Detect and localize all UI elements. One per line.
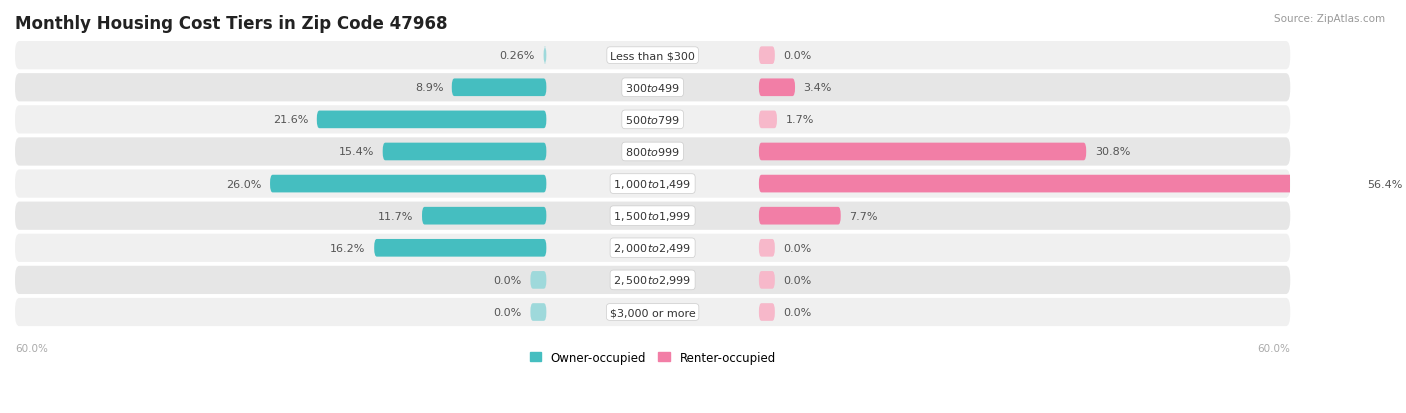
Text: 3.4%: 3.4% xyxy=(803,83,832,93)
Text: 1.7%: 1.7% xyxy=(786,115,814,125)
Text: 16.2%: 16.2% xyxy=(330,243,366,253)
FancyBboxPatch shape xyxy=(15,234,1291,262)
Text: 11.7%: 11.7% xyxy=(378,211,413,221)
FancyBboxPatch shape xyxy=(15,170,1291,198)
Text: 21.6%: 21.6% xyxy=(273,115,308,125)
Text: 7.7%: 7.7% xyxy=(849,211,877,221)
FancyBboxPatch shape xyxy=(15,266,1291,294)
FancyBboxPatch shape xyxy=(382,143,547,161)
Text: 8.9%: 8.9% xyxy=(415,83,443,93)
FancyBboxPatch shape xyxy=(759,79,794,97)
FancyBboxPatch shape xyxy=(316,111,547,129)
Text: 0.0%: 0.0% xyxy=(494,275,522,285)
FancyBboxPatch shape xyxy=(544,47,547,65)
FancyBboxPatch shape xyxy=(15,74,1291,102)
Text: $500 to $799: $500 to $799 xyxy=(626,114,681,126)
Text: $800 to $999: $800 to $999 xyxy=(626,146,681,158)
Legend: Owner-occupied, Renter-occupied: Owner-occupied, Renter-occupied xyxy=(524,346,780,368)
FancyBboxPatch shape xyxy=(759,271,775,289)
Text: 60.0%: 60.0% xyxy=(15,343,48,353)
FancyBboxPatch shape xyxy=(759,304,775,321)
Text: Monthly Housing Cost Tiers in Zip Code 47968: Monthly Housing Cost Tiers in Zip Code 4… xyxy=(15,15,447,33)
FancyBboxPatch shape xyxy=(530,271,547,289)
Text: 0.0%: 0.0% xyxy=(494,307,522,317)
FancyBboxPatch shape xyxy=(15,298,1291,326)
FancyBboxPatch shape xyxy=(451,79,547,97)
FancyBboxPatch shape xyxy=(374,240,547,257)
Text: $1,000 to $1,499: $1,000 to $1,499 xyxy=(613,178,692,191)
Text: $1,500 to $1,999: $1,500 to $1,999 xyxy=(613,210,692,223)
Text: $300 to $499: $300 to $499 xyxy=(626,82,681,94)
FancyBboxPatch shape xyxy=(759,176,1358,193)
Text: 0.0%: 0.0% xyxy=(783,243,811,253)
Text: 56.4%: 56.4% xyxy=(1367,179,1402,189)
Text: Source: ZipAtlas.com: Source: ZipAtlas.com xyxy=(1274,14,1385,24)
FancyBboxPatch shape xyxy=(759,111,778,129)
Text: $3,000 or more: $3,000 or more xyxy=(610,307,696,317)
Text: $2,000 to $2,499: $2,000 to $2,499 xyxy=(613,242,692,255)
FancyBboxPatch shape xyxy=(422,207,547,225)
Text: $2,500 to $2,999: $2,500 to $2,999 xyxy=(613,274,692,287)
FancyBboxPatch shape xyxy=(530,304,547,321)
FancyBboxPatch shape xyxy=(759,207,841,225)
FancyBboxPatch shape xyxy=(270,176,547,193)
Text: 60.0%: 60.0% xyxy=(1257,343,1291,353)
FancyBboxPatch shape xyxy=(15,202,1291,230)
Text: 0.26%: 0.26% xyxy=(499,51,536,61)
Text: 15.4%: 15.4% xyxy=(339,147,374,157)
FancyBboxPatch shape xyxy=(759,47,775,65)
Text: 0.0%: 0.0% xyxy=(783,51,811,61)
Text: 0.0%: 0.0% xyxy=(783,307,811,317)
Text: 26.0%: 26.0% xyxy=(226,179,262,189)
FancyBboxPatch shape xyxy=(759,143,1087,161)
FancyBboxPatch shape xyxy=(759,240,775,257)
FancyBboxPatch shape xyxy=(15,42,1291,70)
FancyBboxPatch shape xyxy=(15,106,1291,134)
Text: Less than $300: Less than $300 xyxy=(610,51,695,61)
Text: 0.0%: 0.0% xyxy=(783,275,811,285)
Text: 30.8%: 30.8% xyxy=(1095,147,1130,157)
FancyBboxPatch shape xyxy=(15,138,1291,166)
